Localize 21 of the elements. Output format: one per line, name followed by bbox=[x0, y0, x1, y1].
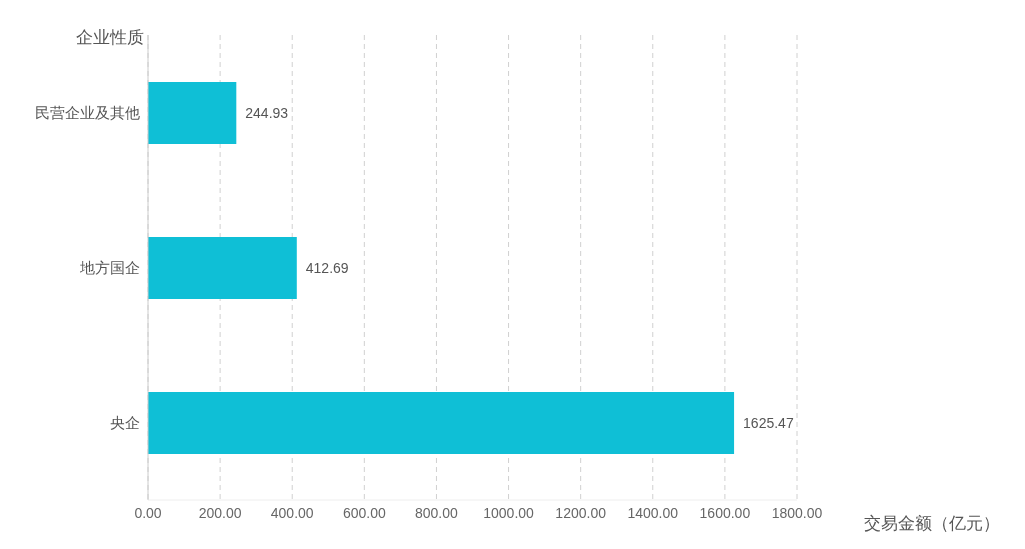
bar bbox=[148, 392, 735, 454]
x-tick-label: 1400.00 bbox=[627, 504, 679, 521]
y-axis-title: 企业性质 bbox=[76, 27, 144, 49]
x-tick-label: 1200.00 bbox=[555, 504, 607, 521]
x-tick-label: 0.00 bbox=[134, 504, 162, 521]
bar bbox=[148, 237, 297, 299]
y-tick-label: 央企 bbox=[110, 413, 140, 431]
x-tick-label: 200.00 bbox=[198, 504, 242, 521]
y-tick-label: 民营企业及其他 bbox=[35, 103, 140, 121]
data-label: 244.93 bbox=[245, 104, 289, 121]
x-tick-label: 1000.00 bbox=[483, 504, 535, 521]
x-axis-title: 交易金额（亿元） bbox=[864, 513, 1000, 535]
x-tick-label: 1600.00 bbox=[699, 504, 751, 521]
x-tick-label: 1800.00 bbox=[771, 504, 823, 521]
x-tick-label: 800.00 bbox=[415, 504, 459, 521]
data-label: 1625.47 bbox=[743, 414, 794, 431]
data-label: 412.69 bbox=[305, 259, 349, 276]
x-tick-label: 400.00 bbox=[270, 504, 314, 521]
x-tick-label: 600.00 bbox=[342, 504, 386, 521]
bar bbox=[148, 82, 237, 144]
y-tick-label: 地方国企 bbox=[79, 258, 140, 276]
